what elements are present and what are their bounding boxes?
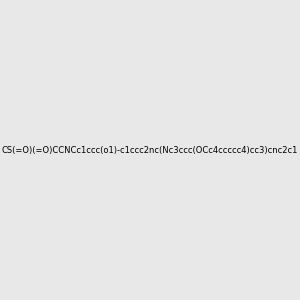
Text: CS(=O)(=O)CCNCc1ccc(o1)-c1ccc2nc(Nc3ccc(OCc4ccccc4)cc3)cnc2c1: CS(=O)(=O)CCNCc1ccc(o1)-c1ccc2nc(Nc3ccc(… — [2, 146, 298, 154]
